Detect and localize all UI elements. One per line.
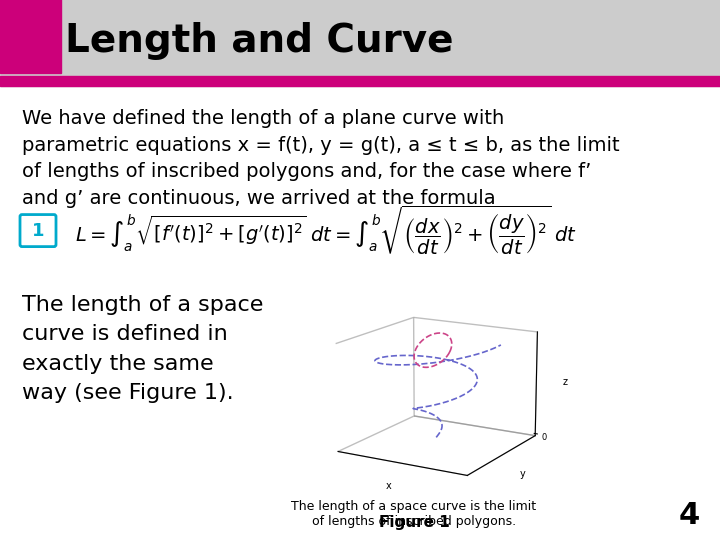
Bar	[0, 76, 720, 86]
Y-axis label: y: y	[521, 469, 526, 480]
Text: 4: 4	[679, 501, 700, 530]
Text: Figure 1: Figure 1	[379, 515, 449, 530]
Text: 1: 1	[32, 221, 44, 240]
FancyBboxPatch shape	[20, 214, 56, 247]
Text: Length and Curve: Length and Curve	[65, 23, 454, 60]
Text: We have defined the length of a plane curve with
parametric equations x = f(t), : We have defined the length of a plane cu…	[22, 110, 620, 208]
Text: The length of a space
curve is defined in
exactly the same
way (see Figure 1).: The length of a space curve is defined i…	[22, 295, 264, 403]
Bar	[0, 0, 61, 73]
Text: $L = \int_a^b \sqrt{[f'(t)]^2 + [g'(t)]^2}\; dt = \int_a^b \sqrt{\left(\dfrac{dx: $L = \int_a^b \sqrt{[f'(t)]^2 + [g'(t)]^…	[75, 204, 577, 257]
X-axis label: x: x	[386, 481, 392, 491]
Text: The length of a space curve is the limit
of lengths of inscribed polygons.: The length of a space curve is the limit…	[292, 500, 536, 528]
